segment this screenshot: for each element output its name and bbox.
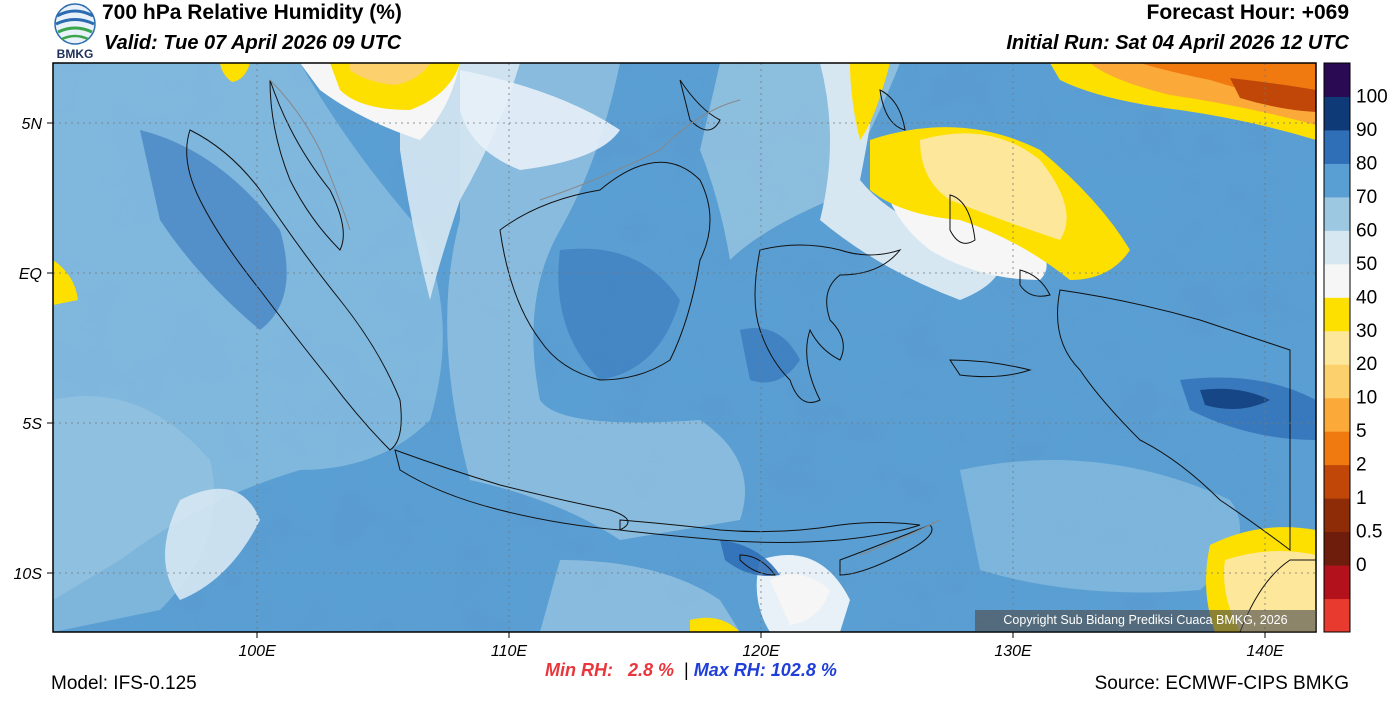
colorbar-label: 5 xyxy=(1356,421,1367,442)
colorbar-labels: 100 90 80 70 60 50 40 30 20 10 5 2 1 0.5 0 xyxy=(1356,86,1388,576)
lon-label-130e: 130E xyxy=(994,643,1032,660)
source-info: Source: ECMWF-CIPS BMKG xyxy=(1094,673,1349,694)
lat-label-eq: EQ xyxy=(19,266,42,283)
lat-label-10s: 10S xyxy=(14,566,43,583)
colorbar-swatch xyxy=(1324,498,1350,533)
gridlines xyxy=(53,63,1316,632)
colorbar-label: 2 xyxy=(1356,455,1367,476)
colorbar-label: 90 xyxy=(1356,120,1377,141)
borders xyxy=(269,79,941,556)
logo-text: BMKG xyxy=(57,47,94,60)
colorbar-label: 40 xyxy=(1356,287,1377,308)
colorbar-label: 0.5 xyxy=(1356,522,1382,543)
max-rh-label: Max RH: xyxy=(693,660,766,680)
lon-label-120e: 120E xyxy=(742,643,780,660)
colorbar-swatch xyxy=(1324,196,1350,231)
valid-time: Valid: Tue 07 April 2026 09 UTC xyxy=(104,32,402,54)
lon-label-110e: 110E xyxy=(491,643,528,660)
copyright-notice: Copyright Sub Bidang Prediksi Cuaca BMKG… xyxy=(975,610,1316,631)
max-rh-value: 102.8 % xyxy=(770,660,837,680)
lat-label-5s: 5S xyxy=(22,416,42,433)
stats-separator: | xyxy=(684,660,689,680)
colorbar-label: 100 xyxy=(1356,86,1388,107)
colorbar-label: 0 xyxy=(1356,555,1367,576)
colorbar-label: 1 xyxy=(1356,488,1367,509)
colorbar-swatch xyxy=(1324,397,1350,432)
min-rh-label: Min RH: xyxy=(545,660,613,680)
colorbar-swatch xyxy=(1324,63,1350,97)
colorbar-label: 30 xyxy=(1356,321,1377,342)
colorbar-swatch xyxy=(1324,464,1350,499)
min-rh-value: 2.8 % xyxy=(628,660,675,680)
model-info: Model: IFS-0.125 xyxy=(51,673,197,694)
lon-label-140e: 140E xyxy=(1246,643,1284,660)
chart-title: 700 hPa Relative Humidity (%) xyxy=(102,1,402,24)
colorbar-label: 80 xyxy=(1356,153,1377,174)
colorbar-swatch xyxy=(1324,364,1350,399)
colorbar-swatch xyxy=(1324,330,1350,365)
rh-stats: Min RH: 2.8 % | Max RH: 102.8 % xyxy=(545,660,837,681)
colorbar xyxy=(1323,62,1351,633)
initial-run: Initial Run: Sat 04 April 2026 12 UTC xyxy=(1006,32,1349,54)
colorbar-swatch xyxy=(1324,598,1350,633)
colorbar-swatch xyxy=(1324,163,1350,198)
colorbar-frame xyxy=(1323,62,1351,633)
map-frame xyxy=(52,62,1317,633)
colorbar-label: 60 xyxy=(1356,220,1377,241)
colorbar-swatch xyxy=(1324,129,1350,164)
colorbar-label: 70 xyxy=(1356,187,1377,208)
lon-label-100e: 100E xyxy=(238,643,276,660)
colorbar-swatch xyxy=(1324,297,1350,332)
colorbar-swatch xyxy=(1324,96,1350,131)
colorbar-label: 10 xyxy=(1356,388,1377,409)
colorbar-swatch xyxy=(1324,531,1350,566)
colorbar-label: 20 xyxy=(1356,354,1377,375)
bmkg-logo: BMKG xyxy=(54,3,96,60)
lat-label-5n: 5N xyxy=(22,116,43,133)
colorbar-swatch xyxy=(1324,431,1350,466)
colorbar-swatch xyxy=(1324,565,1350,600)
colorbar-swatch xyxy=(1324,263,1350,298)
colorbar-label: 50 xyxy=(1356,254,1377,275)
forecast-hour: Forecast Hour: +069 xyxy=(1146,1,1350,24)
map-panel xyxy=(53,63,1316,632)
coastlines xyxy=(186,79,1316,632)
colorbar-swatch xyxy=(1324,230,1350,265)
